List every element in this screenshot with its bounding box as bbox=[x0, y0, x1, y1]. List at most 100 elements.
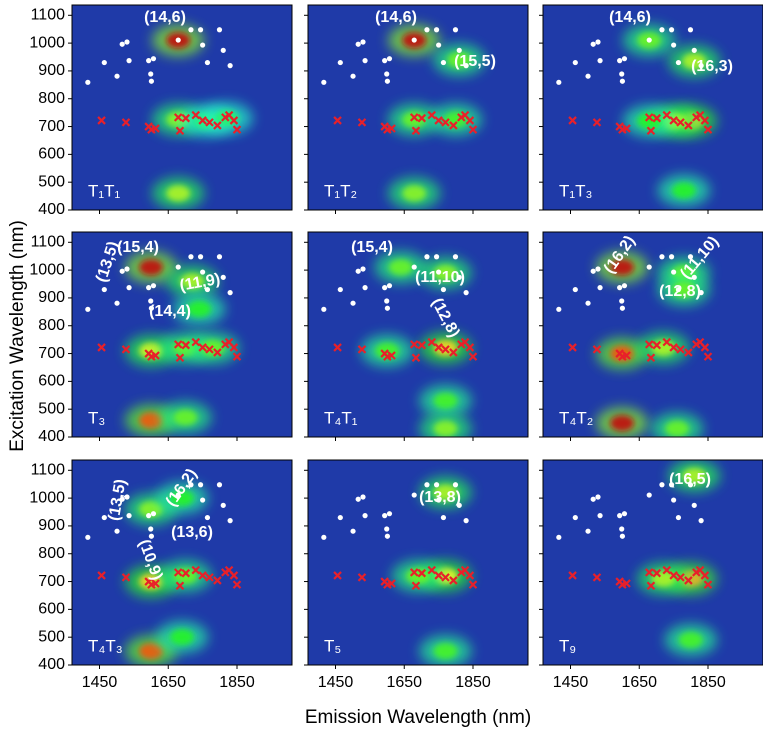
red-cross bbox=[151, 351, 160, 360]
white-dot bbox=[85, 306, 91, 312]
white-dot bbox=[691, 502, 697, 508]
x-axis-title: Emission Wavelength (nm) bbox=[305, 707, 531, 728]
red-cross bbox=[151, 579, 160, 588]
white-dot bbox=[360, 266, 366, 272]
white-dot bbox=[382, 513, 388, 519]
red-cross bbox=[411, 353, 421, 363]
white-dot bbox=[360, 494, 366, 500]
red-cross bbox=[441, 118, 450, 127]
x-tick-label: 1650 bbox=[150, 674, 186, 691]
white-dot bbox=[197, 27, 204, 33]
heat-spot bbox=[610, 345, 635, 362]
panel bbox=[308, 460, 528, 665]
red-cross bbox=[232, 580, 242, 589]
red-cross bbox=[449, 121, 458, 130]
white-dot bbox=[148, 298, 154, 304]
white-dot bbox=[119, 268, 125, 274]
red-cross bbox=[468, 352, 478, 361]
red-cross bbox=[181, 568, 191, 578]
red-cross bbox=[676, 573, 685, 582]
red-cross bbox=[191, 565, 201, 575]
red-cross bbox=[213, 576, 222, 585]
heat-spot bbox=[139, 501, 164, 518]
white-dot bbox=[384, 298, 390, 304]
red-cross bbox=[700, 116, 710, 125]
heat-spot bbox=[433, 484, 458, 501]
heat-spot bbox=[610, 259, 635, 276]
red-cross bbox=[427, 110, 437, 120]
annotation: (15,4) bbox=[117, 239, 159, 256]
white-dot bbox=[675, 514, 682, 521]
white-dot bbox=[148, 71, 154, 77]
red-cross bbox=[441, 573, 450, 582]
panel bbox=[308, 232, 528, 437]
red-cross bbox=[676, 118, 685, 127]
panel-label: T₃ bbox=[88, 408, 105, 427]
heat-spot bbox=[173, 409, 198, 426]
heat-spot bbox=[187, 301, 212, 318]
y-tick-label: 600 bbox=[38, 373, 65, 390]
white-dot bbox=[227, 63, 233, 69]
white-dot bbox=[590, 41, 596, 47]
white-dot bbox=[204, 59, 211, 66]
y-tick-label: 600 bbox=[38, 146, 65, 163]
white-dot bbox=[687, 482, 694, 488]
white-dot bbox=[148, 78, 155, 84]
white-dot bbox=[321, 79, 327, 85]
heat-spot bbox=[682, 467, 707, 484]
white-dot bbox=[463, 290, 469, 296]
panel-label: T₁T₁ bbox=[88, 181, 121, 200]
white-dot bbox=[619, 526, 625, 532]
red-cross bbox=[646, 353, 656, 363]
white-dot bbox=[659, 482, 665, 488]
red-cross bbox=[175, 581, 185, 591]
panel bbox=[72, 460, 292, 665]
white-dot bbox=[590, 496, 596, 502]
white-dot bbox=[126, 285, 132, 291]
y-tick-label: 400 bbox=[38, 656, 65, 673]
white-dot bbox=[126, 513, 132, 519]
white-dot bbox=[200, 42, 206, 48]
y-tick-label: 700 bbox=[38, 118, 65, 135]
white-dot bbox=[216, 27, 223, 33]
white-dot bbox=[382, 58, 388, 64]
white-dot bbox=[572, 286, 578, 293]
red-cross bbox=[646, 581, 656, 591]
red-cross bbox=[198, 571, 207, 580]
white-dot bbox=[384, 78, 391, 84]
annotation: (16,5) bbox=[669, 471, 711, 488]
white-dot bbox=[101, 286, 107, 293]
red-cross bbox=[175, 353, 185, 363]
heat-spot bbox=[388, 259, 413, 276]
y-tick-label: 900 bbox=[38, 517, 65, 534]
white-dot bbox=[355, 268, 361, 274]
red-cross bbox=[175, 126, 185, 136]
white-dot bbox=[668, 27, 675, 33]
red-cross bbox=[622, 124, 631, 133]
red-cross bbox=[198, 343, 207, 352]
white-dot bbox=[463, 63, 469, 69]
white-dot bbox=[621, 56, 628, 62]
panel-label: T₄T₃ bbox=[88, 636, 123, 655]
white-dot bbox=[321, 306, 327, 312]
annotation: (14,6) bbox=[609, 9, 651, 26]
white-dot bbox=[337, 59, 343, 66]
white-dot bbox=[659, 27, 665, 33]
red-cross bbox=[213, 348, 222, 357]
panel-frame bbox=[542, 231, 763, 438]
panel bbox=[543, 232, 763, 437]
panel-label: T₁T₂ bbox=[324, 181, 357, 200]
white-dot bbox=[433, 482, 440, 488]
red-cross bbox=[703, 352, 713, 361]
heat-spot bbox=[610, 415, 635, 432]
red-cross bbox=[173, 340, 183, 349]
x-tick-label: 1450 bbox=[553, 674, 589, 691]
y-tick-label: 800 bbox=[38, 317, 65, 334]
y-tick-label: 1100 bbox=[31, 462, 66, 479]
white-dot bbox=[433, 254, 440, 260]
red-cross bbox=[121, 573, 131, 582]
red-cross bbox=[568, 116, 577, 125]
heat-spot bbox=[671, 281, 696, 298]
white-dot bbox=[350, 73, 356, 79]
white-dot bbox=[668, 254, 675, 260]
